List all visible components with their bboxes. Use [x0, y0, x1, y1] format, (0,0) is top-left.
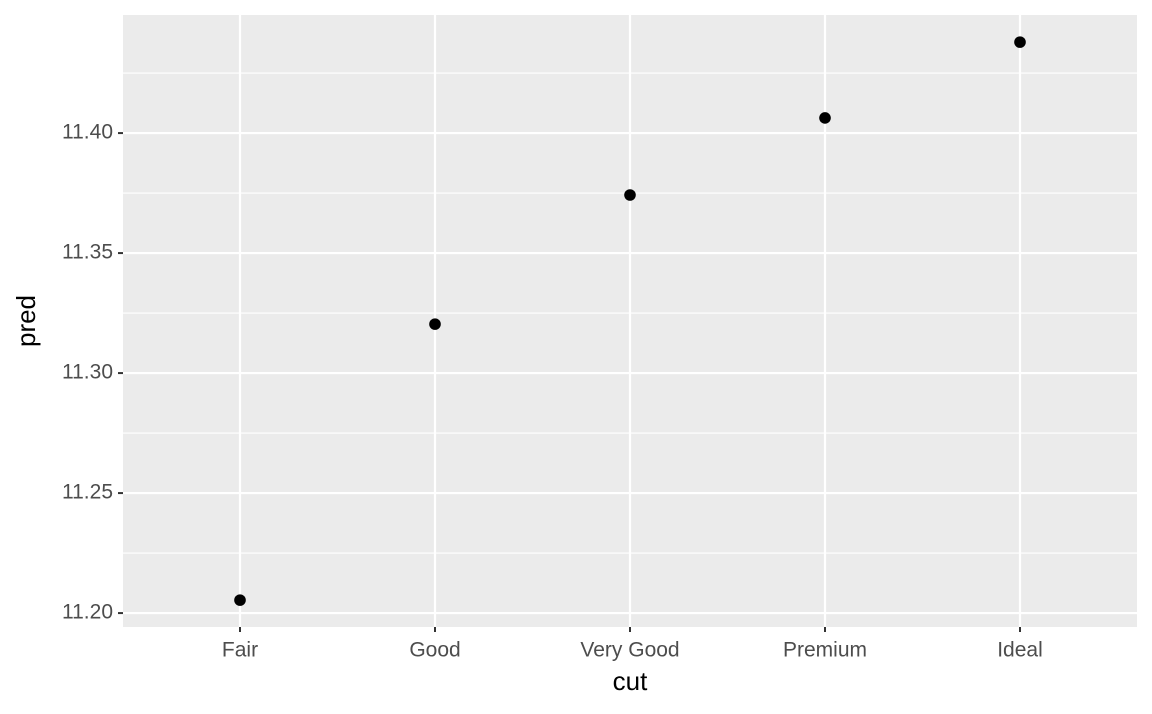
x-tick-label: Fair: [222, 639, 258, 662]
y-axis-title: pred: [11, 295, 41, 347]
x-tick-label: Premium: [783, 639, 867, 662]
x-tick-label: Good: [409, 639, 460, 662]
y-tick-label: 11.35: [62, 241, 113, 264]
y-tick-label: 11.20: [62, 601, 113, 624]
y-tick-label: 11.30: [62, 361, 113, 384]
point: [624, 189, 636, 201]
point: [234, 594, 246, 606]
x-axis-title: cut: [613, 666, 648, 696]
point: [1014, 36, 1026, 48]
x-tick-label: Ideal: [997, 639, 1043, 662]
marks: [234, 36, 1026, 606]
grid: [123, 15, 1137, 627]
x-tick-label: Very Good: [580, 639, 679, 662]
point: [819, 112, 831, 124]
point: [429, 318, 441, 330]
y-tick-label: 11.25: [62, 481, 113, 504]
y-tick-label: 11.40: [62, 121, 113, 144]
